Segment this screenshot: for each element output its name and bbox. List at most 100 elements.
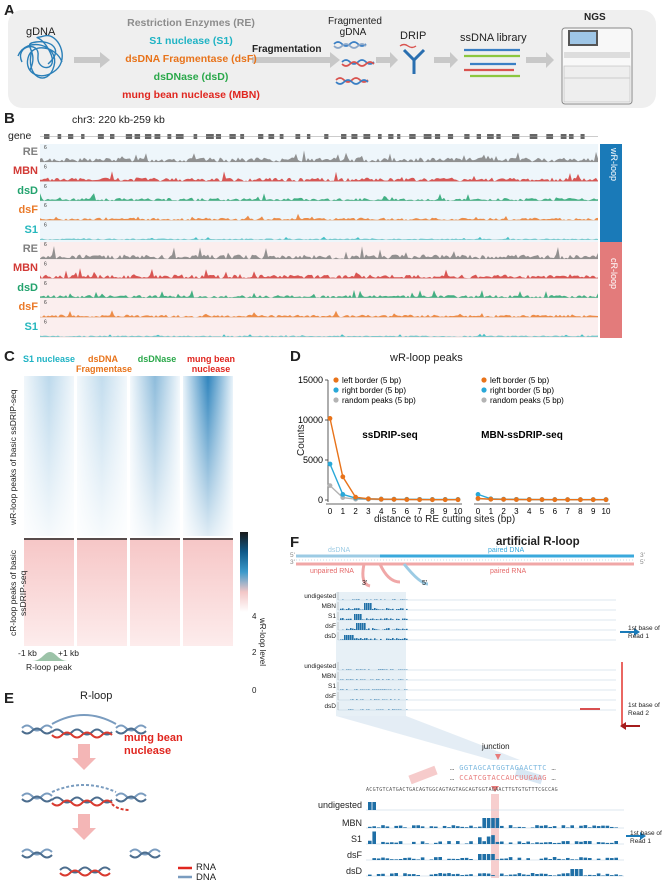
- ssdna-library-icon: [464, 50, 520, 76]
- heatmap-ylabel-top: wR-loop peaks of basic ssDRIP-seq: [8, 380, 18, 535]
- read1-label-bottom: 1st base of Read 1: [630, 830, 662, 846]
- x-tick-label: 5: [540, 507, 545, 516]
- data-point: [404, 497, 409, 502]
- legend-label: right border (5 bp): [342, 386, 406, 395]
- f-top-track-label: MBN: [292, 603, 336, 610]
- data-point: [328, 462, 333, 467]
- legend-marker: [333, 387, 338, 392]
- f-top-track-label: MBN: [292, 673, 336, 680]
- antibody-icon: [404, 50, 424, 74]
- heatmap-column-headers: S1 nuclease dsDNA Fragmentase dsDNase mun…: [22, 354, 238, 374]
- f-zoom-track-label: undigested: [296, 800, 362, 810]
- paired-dna-label: paired DNA: [488, 547, 524, 554]
- track-scale-label: 6: [44, 300, 47, 306]
- track-label-dsF: dsF: [4, 204, 38, 216]
- f-top-track-label: S1: [292, 613, 336, 620]
- gene-annotation-track: [40, 134, 598, 139]
- data-point: [604, 497, 609, 502]
- data-point: [591, 497, 596, 502]
- gdna-label: gDNA: [26, 26, 55, 38]
- panel-letter-b: B: [4, 110, 15, 127]
- heatmap-mbn-cr: [183, 538, 233, 646]
- paired-rna-label: paired RNA: [490, 568, 526, 575]
- heatmaps: [0, 376, 270, 656]
- track-scale-label: 6: [44, 184, 47, 190]
- chart-d-xlabel: distance to RE cutting sites (bp): [374, 514, 515, 525]
- data-point: [328, 483, 333, 488]
- legend-marker: [333, 377, 338, 382]
- drip-label: DRIP: [400, 30, 426, 42]
- enzyme-s1: S1 nuclease (S1): [116, 32, 266, 50]
- junction-label: junction: [482, 742, 510, 751]
- legend-label: left border (5 bp): [490, 376, 549, 385]
- series-line: [330, 464, 458, 499]
- data-point: [476, 496, 481, 501]
- track-scale-label: 6: [44, 261, 47, 267]
- track-scale-label: 6: [44, 145, 47, 151]
- subplot-label: ssDRIP-seq: [362, 430, 418, 441]
- colorbar: [240, 532, 248, 612]
- colorbar-label: wR-loop level: [258, 618, 267, 698]
- col-header-dsf: dsDNA Fragmentase: [76, 354, 130, 374]
- end-3prime: 3': [362, 580, 367, 587]
- fragmentation-label: Fragmentation: [252, 44, 321, 55]
- data-point: [565, 497, 570, 502]
- track-label-RE: RE: [4, 146, 38, 158]
- track-label-S1: S1: [4, 321, 38, 333]
- f-top-track-label: dsF: [292, 623, 336, 630]
- ssdna-library-label: ssDNA library: [460, 32, 527, 44]
- region-label: chr3: 220 kb-259 kb: [72, 114, 165, 126]
- data-point: [430, 497, 435, 502]
- cr-loop-label: cR-loop: [603, 258, 619, 298]
- f-zoom-track-label: S1: [296, 834, 362, 844]
- track-label-dsD: dsD: [4, 185, 38, 197]
- data-point: [417, 497, 422, 502]
- f-top-track-label: dsF: [292, 693, 336, 700]
- f-top-track-label: undigested: [292, 593, 336, 600]
- col-header-dsd: dsDNase: [130, 354, 184, 374]
- heatmap-fade: [24, 376, 233, 536]
- fragmented-gdna-icon: [334, 42, 374, 84]
- f-zoom-track-label: dsF: [296, 850, 362, 860]
- gdna-tangle-icon: [18, 36, 62, 78]
- chart-d: 0500010000150000 1 2 3 4 5 6 7 8 9 10left border (…: [280, 360, 660, 530]
- enzyme-dsf: dsDNA Fragmentase (dsF): [116, 50, 266, 68]
- cbar-tick-2: 2: [252, 648, 256, 658]
- f-top-track-label: dsD: [292, 633, 336, 640]
- legend-label: random peaks (5 bp): [342, 396, 416, 405]
- x-center-label: R-loop peak: [26, 662, 72, 672]
- data-point: [340, 492, 345, 497]
- data-point: [488, 497, 493, 502]
- ngs-label: NGS: [584, 12, 606, 23]
- f-zoom-track-label: MBN: [296, 818, 362, 828]
- x-tick-label: 0: [328, 507, 333, 516]
- legend-marker: [481, 397, 486, 402]
- end-5prime: 5': [422, 580, 427, 587]
- f-top-track-label: dsD: [292, 703, 336, 710]
- enzyme-re: Restriction Enzymes (RE): [116, 14, 266, 32]
- data-point: [353, 495, 358, 500]
- data-point: [578, 497, 583, 502]
- enzyme-dsd: dsDNase (dsD): [116, 68, 266, 86]
- legend-marker: [481, 387, 486, 392]
- x-tick-label: 8: [578, 507, 583, 516]
- legend-marker: [481, 377, 486, 382]
- track-scale-label: 6: [44, 320, 47, 326]
- x-tick-label: 6: [553, 507, 558, 516]
- heatmap-ylabel-bottom: cR-loop peaks of basic ssDRIP-seq: [8, 540, 28, 646]
- legend-label: random peaks (5 bp): [490, 396, 564, 405]
- y-tick-label: 15000: [298, 375, 323, 385]
- track-scale-label: 6: [44, 281, 47, 287]
- genome-tracks: 6 6 6 6 6 6 6 6 6 6: [0, 128, 662, 338]
- fragmented-label-2: gDNA: [328, 27, 378, 38]
- fragmented-label-1: Fragmented: [328, 16, 378, 27]
- cbar-tick-0: 0: [252, 686, 256, 696]
- col-header-mbn: mung bean nuclease: [184, 354, 238, 374]
- sequencer-icon: [562, 28, 632, 104]
- heatmap-s1-cr: [24, 538, 74, 646]
- data-point: [514, 497, 519, 502]
- zoom-sequence: ACGTGTCATGACTGACAGTGGCAGTAGTAGCAGTGGTAGA…: [366, 787, 558, 793]
- f-zoom-track-label: dsD: [296, 866, 362, 876]
- data-point: [456, 497, 461, 502]
- x-tick-label: 2: [353, 507, 358, 516]
